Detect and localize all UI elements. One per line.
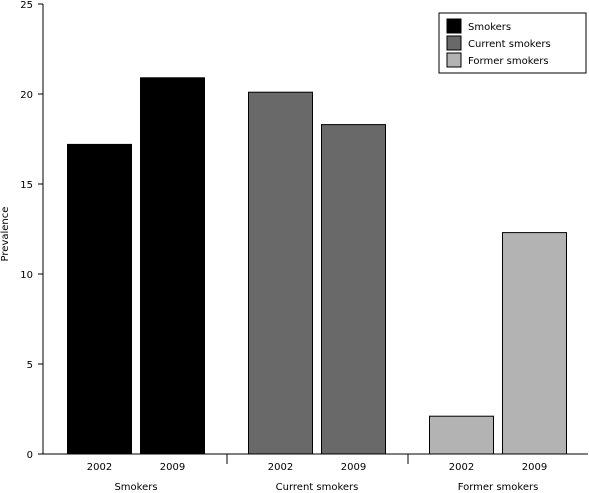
bar-smokers-2002 xyxy=(67,143,132,455)
x-tick-label: 2009 xyxy=(160,462,185,473)
legend-swatch xyxy=(446,35,462,51)
group-label: Current smokers xyxy=(276,482,359,493)
legend-label: Current smokers xyxy=(468,39,551,50)
group-label: Smokers xyxy=(114,482,157,493)
x-tick-label: 2002 xyxy=(268,462,293,473)
x-tick-label: 2009 xyxy=(341,462,366,473)
y-tick-label: 15 xyxy=(20,180,33,191)
y-tick-label: 25 xyxy=(20,0,33,11)
x-tick-label: 2002 xyxy=(449,462,474,473)
legend-swatch xyxy=(446,52,462,68)
y-tick-label: 20 xyxy=(20,90,33,101)
y-axis: 0 5 10 15 20 25 xyxy=(20,0,44,461)
y-tick-label: 5 xyxy=(27,360,33,371)
legend-label: Smokers xyxy=(468,22,511,33)
x-tick-label: 2002 xyxy=(87,462,112,473)
y-tick-label: 0 xyxy=(27,450,33,461)
legend-box xyxy=(438,12,587,74)
legend: Smokers Current smokers Former smokers xyxy=(438,12,587,74)
bar-former-smokers-2009 xyxy=(502,232,567,455)
bar-smokers-2009 xyxy=(140,77,205,455)
bar-former-smokers-2002 xyxy=(429,415,494,455)
y-tick-label: 10 xyxy=(20,270,33,281)
legend-label: Former smokers xyxy=(468,56,549,67)
x-tick-label: 2009 xyxy=(522,462,547,473)
y-axis-title: Prevalence xyxy=(0,207,11,262)
bars xyxy=(67,77,567,455)
group-label: Former smokers xyxy=(458,482,539,493)
bar-current-smokers-2002 xyxy=(248,91,313,455)
bar-current-smokers-2009 xyxy=(321,124,386,455)
legend-swatch xyxy=(446,18,462,34)
